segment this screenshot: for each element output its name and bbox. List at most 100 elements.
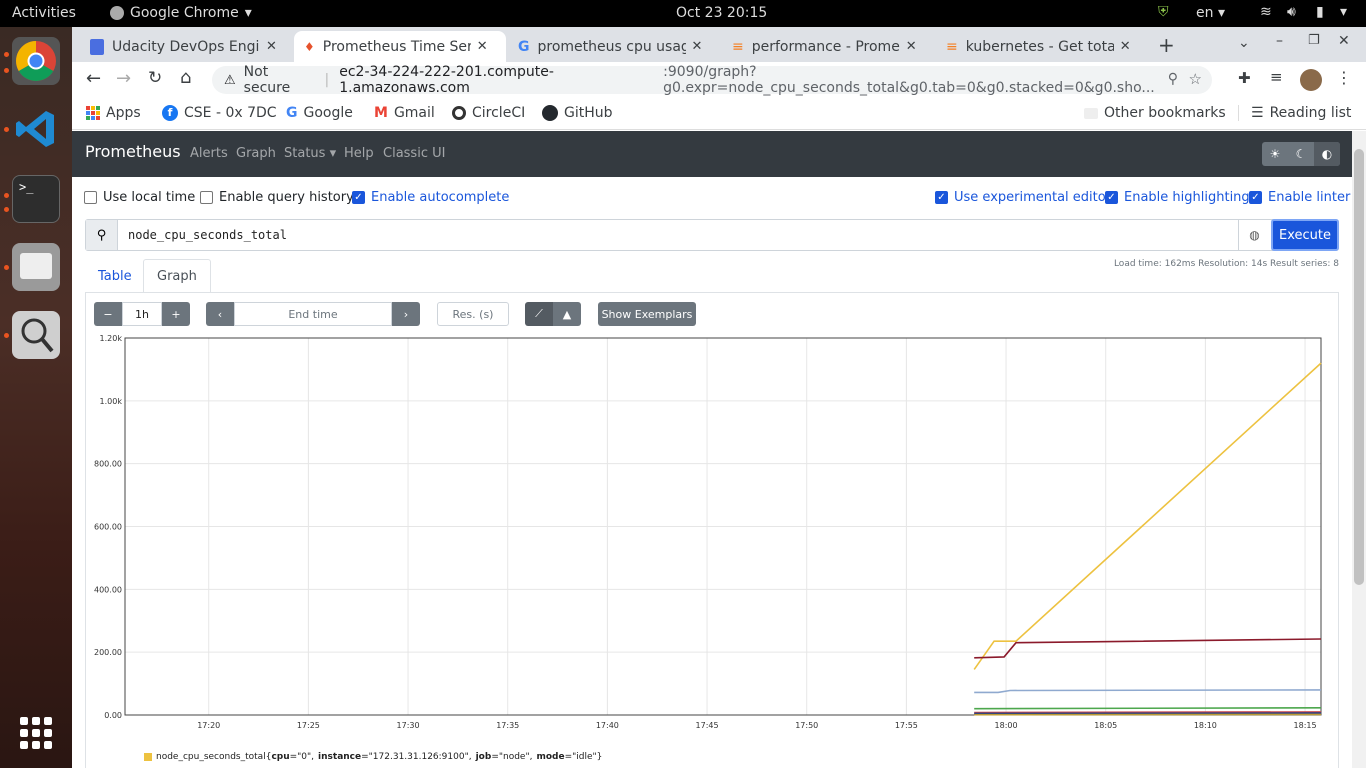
bookmark-cse[interactable]: f CSE - 0x 7DC — [162, 105, 277, 121]
system-menu-chevron-icon[interactable]: ▾ — [1340, 4, 1348, 20]
activities-button[interactable]: Activities — [12, 5, 76, 21]
extensions-puzzle-icon[interactable]: ✚ — [1238, 69, 1251, 87]
y-tick-label: 0.00 — [104, 711, 122, 720]
bookmarks-bar: Apps f CSE - 0x 7DC G Google M Gmail Cir… — [72, 98, 1366, 130]
tab-udacity[interactable]: Udacity DevOps Engin ✕ — [80, 31, 292, 62]
zoom-icon[interactable]: ⚲ — [1167, 71, 1178, 87]
option-label: Enable autocomplete — [371, 190, 510, 205]
new-tab-plus-icon[interactable]: + — [1158, 33, 1175, 57]
end-time-input[interactable]: End time — [234, 302, 392, 326]
volume-icon[interactable]: 🔊︎ — [1287, 4, 1296, 20]
running-indicator — [4, 127, 9, 132]
close-icon[interactable]: ✕ — [691, 39, 703, 54]
nav-alerts[interactable]: Alerts — [190, 146, 228, 161]
enable-query-history-checkbox[interactable]: Enable query history — [200, 190, 354, 205]
home-icon[interactable]: ⌂ — [180, 67, 192, 88]
graph-chart[interactable]: 0.00 200.00 400.00 600.00 800.00 1.00k 1.20k 17… — [86, 333, 1326, 733]
wifi-icon[interactable]: ≋ — [1260, 4, 1272, 20]
use-local-time-checkbox[interactable]: Use local time — [84, 190, 195, 205]
tab-stackoverflow-kubernetes[interactable]: ≡ kubernetes - Get total ✕ — [936, 31, 1148, 62]
minimize-icon[interactable]: – — [1276, 33, 1283, 49]
stacked-chart-button[interactable]: ▲ — [553, 302, 581, 326]
tab-google-search[interactable]: G prometheus cpu usag ✕ — [508, 31, 720, 62]
chevron-down-icon: ▾ — [244, 5, 252, 21]
bookmark-github[interactable]: GitHub — [542, 105, 613, 121]
files-launcher[interactable] — [12, 243, 60, 291]
use-experimental-editor-checkbox[interactable]: ✓ Use experimental editor — [935, 190, 1111, 205]
tab-title: Udacity DevOps Engin — [112, 38, 260, 55]
expression-input[interactable]: node_cpu_seconds_total — [128, 228, 287, 242]
window-close-icon[interactable]: ✕ — [1338, 33, 1350, 49]
back-arrow-icon[interactable]: ← — [86, 68, 102, 89]
tab-search-chevron-icon[interactable]: ⌄ — [1238, 35, 1250, 51]
bookmark-star-icon[interactable]: ☆ — [1188, 70, 1202, 88]
nav-classic-ui[interactable]: Classic UI — [383, 146, 446, 161]
nav-status[interactable]: Status ▾ — [284, 146, 337, 161]
maximize-icon[interactable]: ❐ — [1308, 33, 1320, 48]
forward-arrow-icon[interactable]: → — [116, 68, 132, 89]
reload-icon[interactable]: ↻ — [148, 68, 163, 88]
document-icon — [90, 38, 104, 55]
end-time-forward-button[interactable]: › — [392, 302, 420, 326]
circleci-icon — [452, 106, 466, 120]
tab-prometheus[interactable]: ♦ Prometheus Time Seri ✕ — [294, 31, 506, 62]
unstacked-chart-button[interactable]: ⟋ — [525, 302, 553, 326]
page-scrollbar[interactable] — [1352, 131, 1366, 768]
enable-linter-checkbox[interactable]: ✓ Enable linter — [1249, 190, 1350, 205]
decrease-range-button[interactable]: − — [94, 302, 122, 326]
metrics-explorer-globe-icon[interactable]: ◍ — [1238, 220, 1270, 250]
end-time-back-button[interactable]: ‹ — [206, 302, 234, 326]
vscode-launcher[interactable] — [12, 105, 60, 153]
checkbox-box — [200, 191, 213, 204]
profile-avatar[interactable] — [1300, 69, 1322, 91]
close-icon[interactable]: ✕ — [266, 39, 277, 54]
chrome-launcher[interactable] — [12, 37, 60, 85]
option-label: Use local time — [103, 190, 196, 205]
brand-link[interactable]: Prometheus — [85, 142, 181, 161]
execute-button[interactable]: Execute — [1271, 219, 1339, 251]
url-path: :9090/graph?g0.expr=node_cpu_seconds_tot… — [663, 64, 1155, 96]
nav-help[interactable]: Help — [344, 146, 374, 161]
bookmark-circleci[interactable]: CircleCI — [452, 105, 525, 121]
address-bar[interactable]: ⚠ Not secure | ec2-34-224-222-201.comput… — [212, 64, 1212, 96]
auto-theme-icon[interactable]: ◐ — [1314, 142, 1340, 166]
tab-table[interactable]: Table — [98, 268, 132, 284]
light-theme-icon[interactable]: ☀ — [1269, 147, 1281, 161]
omnibox-divider: | — [324, 72, 330, 88]
warning-icon: ⚠ — [224, 72, 236, 88]
close-icon[interactable]: ✕ — [905, 39, 917, 54]
image-viewer-launcher[interactable] — [12, 311, 60, 359]
app-menu[interactable]: Google Chrome ▾ — [110, 5, 252, 21]
bookmark-gmail[interactable]: M Gmail — [374, 105, 435, 121]
bookmark-other[interactable]: Other bookmarks — [1084, 105, 1226, 121]
system-top-bar: Activities Google Chrome ▾ Oct 23 20:15 … — [0, 0, 1366, 27]
terminal-launcher[interactable]: >_ — [12, 175, 60, 223]
language-indicator[interactable]: en ▾ — [1196, 5, 1225, 21]
clock[interactable]: Oct 23 20:15 — [676, 5, 768, 21]
legend-swatch — [144, 753, 152, 761]
shield-icon[interactable]: ⛨ — [1158, 4, 1169, 20]
show-apps-button[interactable] — [20, 717, 52, 749]
bookmark-label: Other bookmarks — [1104, 105, 1226, 121]
range-input[interactable]: 1h — [122, 302, 162, 326]
bookmark-apps[interactable]: Apps — [86, 105, 141, 121]
browser-window: Udacity DevOps Engin ✕ ♦ Prometheus Time… — [72, 27, 1366, 768]
close-icon[interactable]: ✕ — [1119, 39, 1131, 54]
battery-icon[interactable]: ▮ — [1316, 4, 1324, 20]
enable-autocomplete-checkbox[interactable]: ✓ Enable autocomplete — [352, 190, 509, 205]
close-icon[interactable]: ✕ — [476, 39, 488, 54]
reading-list[interactable]: ☰ Reading list — [1238, 105, 1351, 121]
tab-stackoverflow-performance[interactable]: ≡ performance - Promet ✕ — [722, 31, 934, 62]
scrollbar-thumb[interactable] — [1354, 149, 1364, 585]
bookmark-google[interactable]: G Google — [286, 105, 353, 121]
show-exemplars-button[interactable]: Show Exemplars — [598, 302, 696, 326]
dark-theme-icon[interactable]: ☾ — [1295, 147, 1307, 161]
menu-kebab-icon[interactable]: ⋮ — [1336, 68, 1352, 87]
tab-graph[interactable]: Graph — [143, 259, 211, 293]
increase-range-button[interactable]: + — [162, 302, 190, 326]
media-control-icon[interactable]: ≡ — [1270, 68, 1283, 86]
enable-highlighting-checkbox[interactable]: ✓ Enable highlighting — [1105, 190, 1250, 205]
legend-item[interactable]: node_cpu_seconds_total{cpu ="0", instance… — [144, 752, 602, 762]
nav-graph[interactable]: Graph — [236, 146, 276, 161]
resolution-input[interactable]: Res. (s) — [437, 302, 509, 326]
